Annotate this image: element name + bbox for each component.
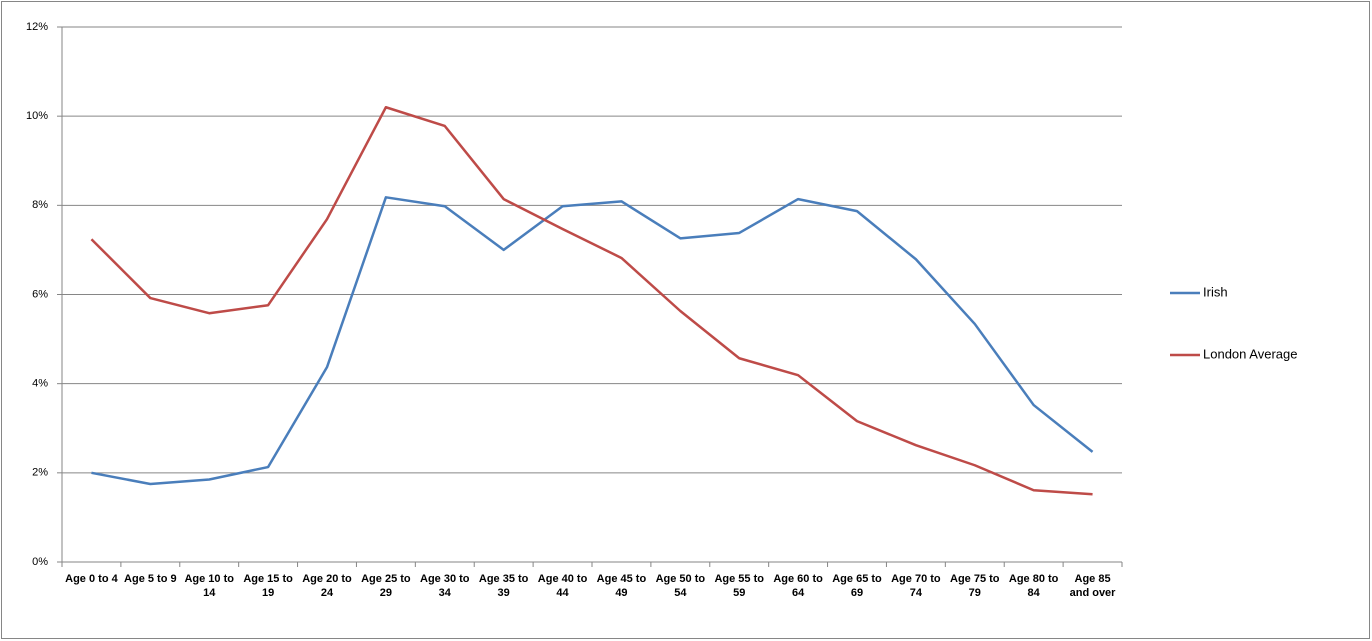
y-tick-label: 2% bbox=[32, 467, 48, 479]
x-tick-label: Age 85 and over bbox=[1069, 573, 1116, 599]
x-tick-label: Age 75 to 79 bbox=[950, 573, 1000, 599]
x-tick-label: Age 80 to 84 bbox=[1008, 573, 1059, 599]
y-tick-label: 0% bbox=[32, 556, 48, 568]
y-tick-label: 10% bbox=[26, 110, 48, 122]
y-tick-label: 8% bbox=[32, 199, 48, 211]
x-tick-label: Age 55 to 59 bbox=[714, 573, 764, 599]
x-tick-label: Age 40 to 44 bbox=[537, 573, 588, 599]
x-tick-label: Age 65 to 69 bbox=[832, 573, 882, 599]
x-tick-label: Age 0 to 4 bbox=[65, 573, 118, 585]
x-tick-label: Age 50 to 54 bbox=[655, 573, 706, 599]
y-tick-label: 4% bbox=[32, 378, 48, 390]
x-tick-label: Age 10 to 14 bbox=[184, 573, 234, 599]
x-tick-label: Age 45 to 49 bbox=[596, 573, 647, 599]
x-tick-label: Age 25 to 29 bbox=[361, 573, 411, 599]
x-tick-label: Age 20 to 24 bbox=[302, 573, 352, 599]
legend-label: Irish bbox=[1203, 284, 1228, 299]
x-tick-label: Age 60 to 64 bbox=[773, 573, 823, 599]
y-tick-label: 6% bbox=[32, 288, 48, 300]
x-tick-label: Age 30 to 34 bbox=[420, 573, 470, 599]
legend-label: London Average bbox=[1203, 346, 1297, 361]
y-tick-label: 12% bbox=[26, 21, 48, 33]
x-tick-label: Age 35 to 39 bbox=[478, 573, 529, 599]
x-tick-label: Age 5 to 9 bbox=[124, 573, 177, 585]
x-tick-label: Age 70 to 74 bbox=[891, 573, 941, 599]
series-line bbox=[90, 106, 1093, 496]
x-tick-label: Age 15 to 19 bbox=[243, 573, 293, 599]
series-line bbox=[91, 196, 1094, 486]
